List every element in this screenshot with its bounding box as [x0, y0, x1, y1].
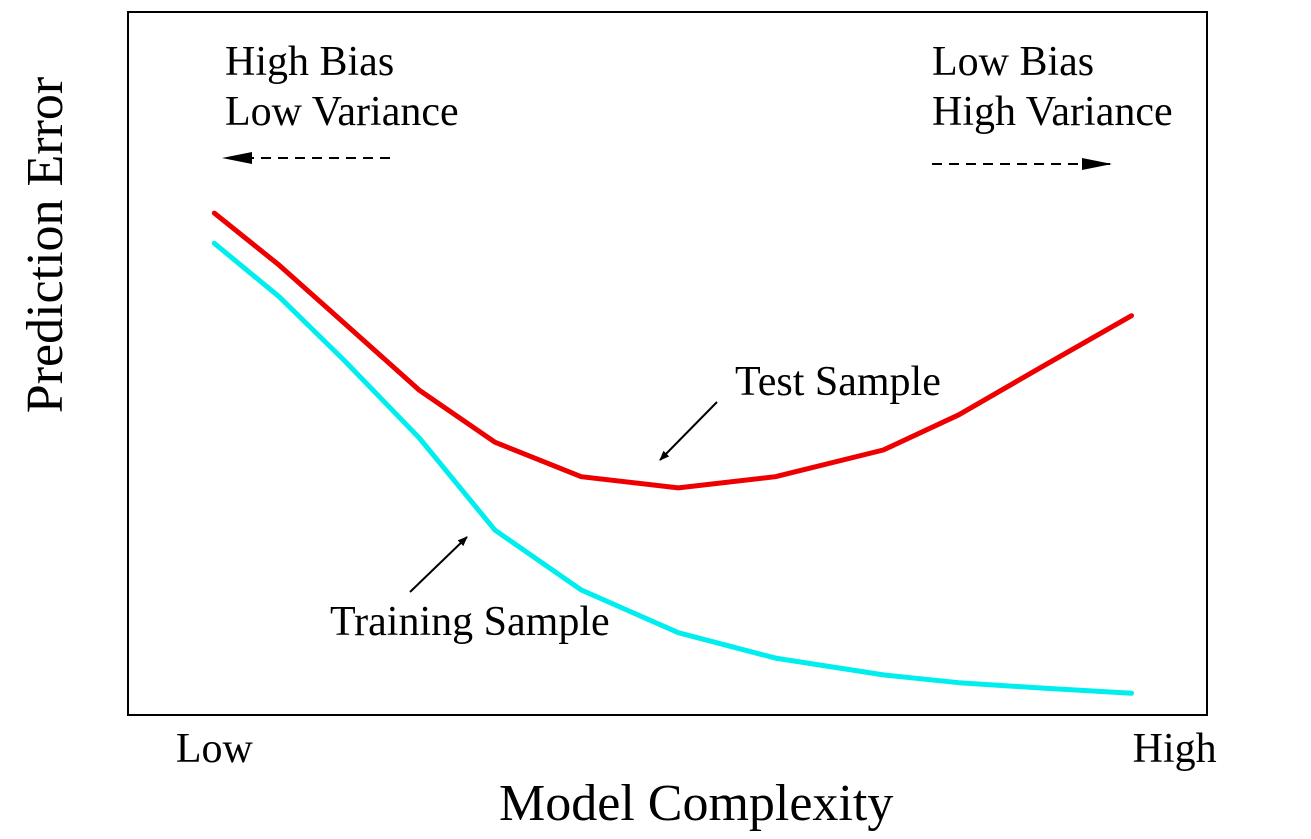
- series-label: Test Sample: [735, 359, 941, 405]
- annotation: High Variance: [932, 89, 1173, 135]
- y-axis-title: Prediction Error: [17, 77, 74, 413]
- x-axis-title: Model Complexity: [499, 775, 893, 832]
- plot-frame: [127, 11, 1208, 716]
- annotation: Low Variance: [225, 89, 459, 135]
- label-arrow: [409, 536, 468, 593]
- annotation: Low Bias: [932, 39, 1094, 85]
- x-tick-label: High: [1133, 726, 1217, 772]
- label-arrow: [659, 401, 718, 461]
- series-label: Training Sample: [330, 599, 610, 645]
- series-line: [211, 210, 1134, 491]
- x-tick-label: Low: [176, 726, 254, 772]
- annotation: High Bias: [225, 39, 394, 85]
- series-line: [211, 240, 1134, 696]
